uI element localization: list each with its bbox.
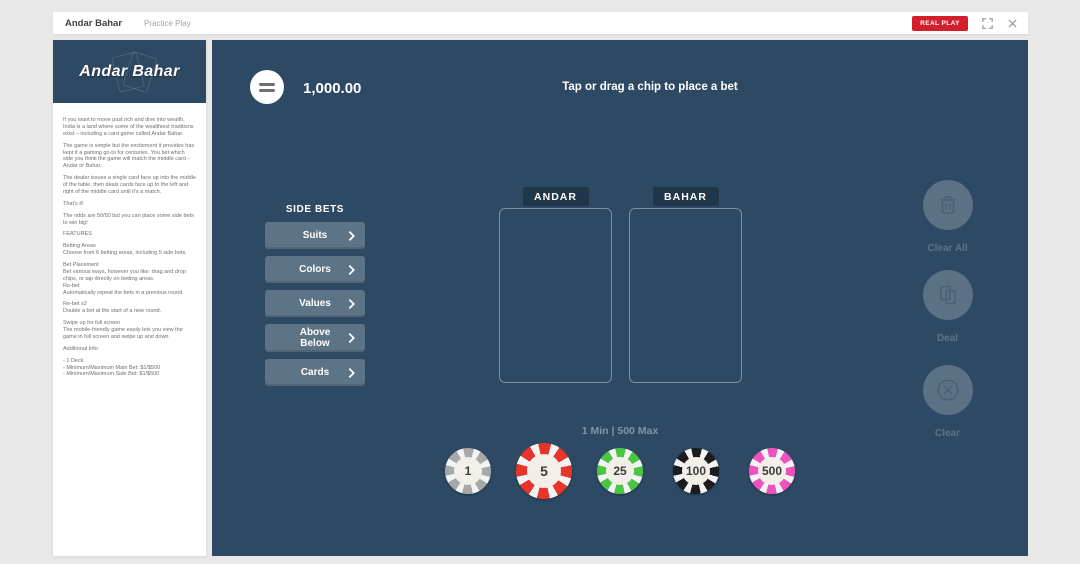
description-paragraph: Betting Areas Choose from 6 betting area… xyxy=(63,243,187,257)
fullscreen-icon[interactable] xyxy=(981,17,993,29)
practice-play-label: Practice Play xyxy=(144,18,191,28)
chip-value: 100 xyxy=(685,464,707,478)
side-bets-title: SIDE BETS xyxy=(285,204,345,215)
cards-icon xyxy=(939,285,956,305)
chip-face: 5 xyxy=(526,453,562,489)
bet-instruction: Tap or drag a chip to place a bet xyxy=(562,81,738,93)
side-bet-cards[interactable]: Cards xyxy=(265,359,365,386)
description-paragraph: The dealer issues a single card face up … xyxy=(63,175,196,195)
chip-value: 500 xyxy=(761,464,783,478)
chip-value: 25 xyxy=(613,464,627,478)
table-limits: 1 Min | 500 Max xyxy=(581,425,659,437)
chip-1[interactable]: 1 xyxy=(445,448,491,494)
clear-all-label: Clear All xyxy=(927,243,968,254)
description-paragraph: Bet Placement Bet various ways, however … xyxy=(63,262,186,296)
clear-circle-icon xyxy=(936,379,959,401)
bahar-pile: BAHAR xyxy=(629,187,742,383)
menu-button[interactable] xyxy=(250,70,284,104)
chip-5[interactable]: 5 xyxy=(516,443,572,499)
logo-text: Andar Bahar xyxy=(79,62,180,80)
deal-button[interactable] xyxy=(922,270,973,320)
andar-card-zone[interactable] xyxy=(499,208,612,383)
description-paragraph: The odds are 50/50 but you can place som… xyxy=(63,212,194,226)
side-bet-colors[interactable]: Colors xyxy=(265,256,365,283)
top-bar: Andar Bahar Practice Play REAL PLAY xyxy=(53,12,1028,34)
action-clear: Clear xyxy=(907,365,988,439)
chevron-right-icon xyxy=(348,298,355,309)
description-paragraph: - 1 Deck - Minimum/Maximum Main Bet: $1/… xyxy=(63,357,161,378)
chevron-right-icon xyxy=(348,230,355,241)
top-bar-actions: REAL PLAY xyxy=(912,15,1018,31)
side-bets-panel: SIDE BETS Suits Colors Values Above Belo… xyxy=(265,204,365,393)
action-deal: Deal xyxy=(907,270,988,344)
action-clear-all: Clear All xyxy=(907,180,988,254)
chip-25[interactable]: 25 xyxy=(597,448,643,494)
chip-100[interactable]: 100 xyxy=(673,448,719,494)
chip-value: 5 xyxy=(540,463,548,479)
chevron-right-icon xyxy=(348,367,355,378)
side-bet-suits[interactable]: Suits xyxy=(265,222,365,249)
clear-label: Clear xyxy=(934,428,960,439)
description-paragraph: Re-bet x2 Double a bet at the start of a… xyxy=(63,301,162,315)
bahar-card-zone[interactable] xyxy=(629,208,742,383)
game-title: Andar Bahar xyxy=(65,17,123,29)
chip-value: 1 xyxy=(464,464,472,478)
info-sidebar: Andar Bahar If you want to move past ric… xyxy=(53,40,206,556)
description-paragraph: Swipe up for full screen The mobile-frie… xyxy=(63,320,183,340)
chevron-right-icon xyxy=(348,333,355,343)
bahar-label[interactable]: BAHAR xyxy=(652,187,719,206)
clear-all-button[interactable] xyxy=(922,180,973,230)
chip-face: 500 xyxy=(757,456,787,486)
description-paragraph: The game is simple but the excitement it… xyxy=(63,142,195,170)
description-paragraph: If you want to move past rich and dive i… xyxy=(63,117,194,137)
description-paragraph: FEATURES xyxy=(63,231,92,238)
chevron-right-icon xyxy=(348,264,355,275)
chip-face: 25 xyxy=(605,456,635,486)
game-logo: Andar Bahar xyxy=(53,40,206,103)
clear-button[interactable] xyxy=(922,365,973,415)
trash-icon xyxy=(940,196,955,214)
balance-amount: 1,000.00 xyxy=(303,80,362,97)
close-icon[interactable] xyxy=(1006,17,1018,29)
game-area: 1,000.00 Tap or drag a chip to place a b… xyxy=(212,40,1028,556)
real-play-button[interactable]: REAL PLAY xyxy=(912,15,968,31)
description-paragraph: That's it! xyxy=(63,200,84,207)
chip-face: 100 xyxy=(681,456,711,486)
side-bet-above-below[interactable]: Above Below xyxy=(265,324,365,352)
description-paragraph: Additional Info xyxy=(63,345,98,352)
chip-face: 1 xyxy=(453,456,483,486)
chip-500[interactable]: 500 xyxy=(749,448,795,494)
game-description: If you want to move past rich and dive i… xyxy=(53,103,206,378)
andar-pile: ANDAR xyxy=(499,187,612,383)
side-bet-values[interactable]: Values xyxy=(265,290,365,317)
deal-label: Deal xyxy=(936,333,959,344)
andar-label[interactable]: ANDAR xyxy=(522,187,589,206)
